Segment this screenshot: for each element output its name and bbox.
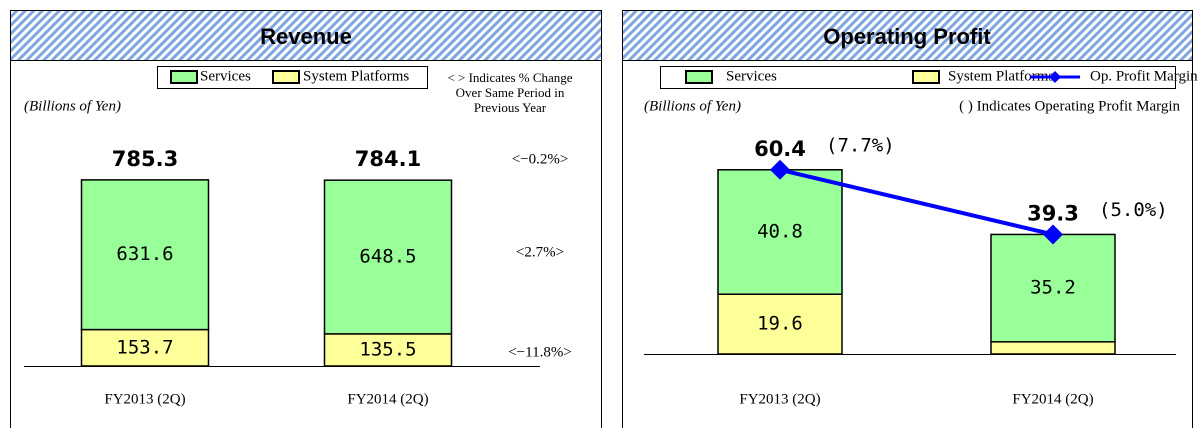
change-label: <−0.2%> — [512, 151, 569, 167]
header-band — [622, 10, 1193, 61]
bar-label: 40.8 — [757, 221, 803, 243]
margin-label: (7.7%) — [826, 134, 895, 156]
header-band — [10, 10, 602, 61]
bar-segment — [80, 328, 210, 367]
legend-swatch — [170, 70, 198, 84]
margin-marker — [770, 159, 790, 180]
chart-title: Revenue — [260, 24, 352, 49]
legend-swatch — [272, 70, 300, 84]
legend-label: Op. Profit Margin — [1090, 68, 1198, 84]
bar-label: 631.6 — [116, 243, 173, 265]
margin-marker — [1043, 224, 1063, 245]
note: ( ) Indicates Operating Profit Margin — [959, 98, 1180, 114]
bar-label: 135.5 — [359, 338, 416, 360]
note: < > Indicates % Change Over Same Period … — [447, 70, 573, 115]
bar-label: 35.2 — [1030, 277, 1076, 299]
x-tick-label: FY2014 (2Q) — [1012, 391, 1093, 407]
bar-segment — [990, 233, 1116, 343]
total-label: 39.3 — [1027, 201, 1079, 225]
chart-title: Operating Profit — [823, 24, 991, 49]
bar-label: 648.5 — [359, 246, 416, 268]
legend-label: Services — [200, 68, 251, 84]
x-tick-label: FY2013 (2Q) — [739, 391, 820, 407]
total-label: 785.3 — [112, 147, 178, 171]
x-tick-label: FY2013 (2Q) — [104, 391, 185, 407]
panel-border — [10, 10, 602, 428]
legend-label: System Platforms — [303, 68, 409, 84]
change-label: <2.7%> — [516, 244, 564, 260]
bar-segment — [990, 341, 1116, 355]
x-tick-label: FY2014 (2Q) — [347, 391, 428, 407]
margin-line — [779, 167, 1054, 237]
unit-note: (Billions of Yen) — [644, 98, 741, 114]
legend-swatch — [685, 70, 713, 84]
bar-segment — [717, 293, 843, 355]
bar-segment — [323, 179, 453, 335]
legend-swatch — [912, 70, 940, 84]
total-label: 784.1 — [355, 147, 421, 171]
bar-segment — [80, 179, 210, 331]
legend-label: Services — [726, 68, 777, 84]
bar-label: 19.6 — [757, 313, 803, 335]
panel-border — [622, 10, 1193, 428]
bar-segment — [323, 333, 453, 367]
change-label: <−11.8%> — [508, 344, 572, 360]
unit-note: (Billions of Yen) — [24, 98, 121, 114]
legend-marker — [1049, 71, 1061, 83]
margin-label: (5.0%) — [1099, 199, 1168, 221]
legend-label: System Platforms — [948, 68, 1054, 84]
total-label: 60.4 — [754, 137, 806, 161]
bar-label: 153.7 — [116, 336, 173, 358]
